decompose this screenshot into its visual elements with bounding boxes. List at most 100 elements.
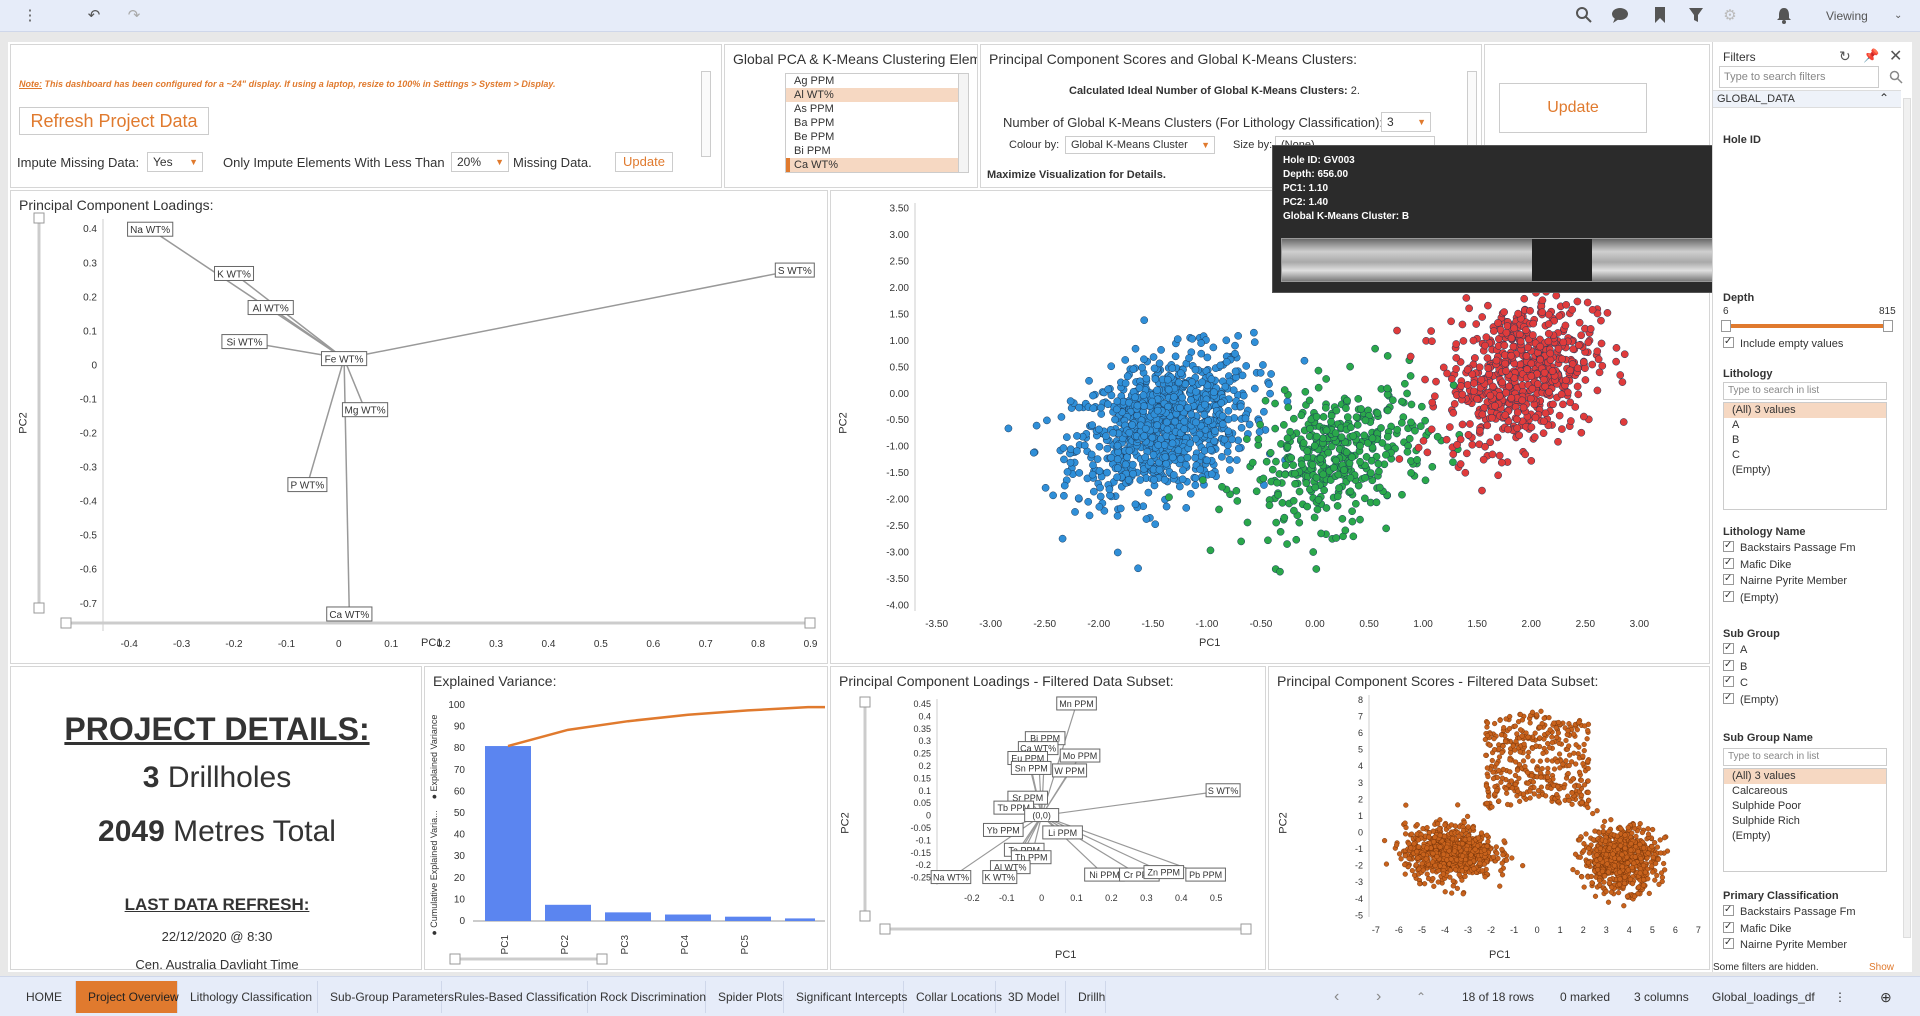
subset-score-point[interactable] — [1402, 853, 1408, 859]
score-point[interactable] — [1520, 294, 1529, 303]
score-point[interactable] — [1178, 475, 1187, 484]
subset-score-point[interactable] — [1507, 713, 1513, 720]
subset-score-point[interactable] — [1662, 867, 1668, 873]
score-point[interactable] — [1548, 367, 1557, 375]
score-point[interactable] — [1289, 461, 1297, 469]
score-point[interactable] — [1266, 389, 1274, 398]
score-point[interactable] — [1222, 358, 1231, 366]
x-zoom-handle[interactable] — [60, 617, 72, 629]
subset-score-point[interactable] — [1585, 727, 1591, 734]
subset-score-point[interactable] — [1479, 868, 1485, 874]
score-point[interactable] — [1527, 372, 1536, 381]
filter-list-item[interactable]: Sulphide Rich — [1732, 815, 1800, 827]
loading-label[interactable]: Fe WT% — [320, 351, 368, 367]
score-point[interactable] — [1274, 491, 1282, 499]
x-zoom-handle[interactable] — [449, 953, 461, 965]
page-tab[interactable]: Drillh — [1066, 981, 1106, 1013]
subset-score-point[interactable] — [1539, 766, 1545, 772]
score-point[interactable] — [1468, 440, 1477, 449]
score-point[interactable] — [1540, 417, 1548, 426]
subset-score-point[interactable] — [1659, 878, 1665, 885]
subset-score-point[interactable] — [1472, 846, 1478, 852]
score-point[interactable] — [1574, 341, 1583, 350]
subset-score-point[interactable] — [1416, 844, 1422, 850]
subset-score-point[interactable] — [1484, 720, 1491, 726]
subset-score-point[interactable] — [1576, 719, 1582, 725]
subset-score-point[interactable] — [1517, 749, 1523, 755]
subset-score-point[interactable] — [1586, 797, 1592, 803]
score-point[interactable] — [1259, 474, 1268, 483]
colour-by-dropdown[interactable]: Global K-Means Cluster ▼ — [1065, 136, 1215, 154]
score-point[interactable] — [1449, 409, 1458, 417]
score-point[interactable] — [1292, 535, 1301, 544]
subset-score-point[interactable] — [1500, 743, 1506, 749]
variance-bar[interactable] — [605, 912, 651, 921]
subset-score-point[interactable] — [1431, 883, 1437, 889]
subset-score-point[interactable] — [1435, 879, 1441, 885]
score-point[interactable] — [1583, 298, 1592, 307]
subset-score-point[interactable] — [1597, 845, 1603, 852]
score-point[interactable] — [1598, 361, 1607, 370]
score-point[interactable] — [1346, 487, 1355, 496]
score-point[interactable] — [1140, 432, 1149, 440]
score-point[interactable] — [1383, 352, 1392, 360]
scrollbar[interactable] — [701, 71, 711, 157]
score-point[interactable] — [1312, 473, 1321, 482]
score-point[interactable] — [1260, 407, 1268, 416]
score-point[interactable] — [1171, 417, 1179, 426]
score-point[interactable] — [1581, 376, 1590, 384]
score-point[interactable] — [1574, 390, 1583, 399]
subset-score-point[interactable] — [1532, 730, 1538, 736]
subset-score-point[interactable] — [1450, 878, 1456, 884]
subset-score-point[interactable] — [1533, 743, 1539, 749]
score-point[interactable] — [1393, 425, 1402, 434]
subset-score-point[interactable] — [1503, 738, 1509, 744]
score-point[interactable] — [1471, 354, 1479, 362]
subset-score-point[interactable] — [1539, 720, 1545, 727]
filter-icon[interactable] — [1686, 6, 1706, 26]
subset-score-point[interactable] — [1628, 841, 1634, 847]
score-point[interactable] — [1449, 458, 1457, 467]
score-point[interactable] — [1113, 512, 1122, 520]
score-point[interactable] — [1452, 365, 1460, 373]
subset-score-point[interactable] — [1444, 857, 1450, 863]
score-point[interactable] — [1588, 305, 1597, 314]
subset-score-point[interactable] — [1442, 889, 1448, 895]
loadings-chart[interactable]: -0.4 -0.3 -0.2 -0.1 0 0.1 0.2 0.3 0.4 0.5 0.6 0.7 0.… — [11, 191, 828, 664]
subset-score-point[interactable] — [1551, 766, 1558, 772]
page-tab[interactable]: Sub-Group Parameters — [318, 981, 454, 1013]
score-point[interactable] — [1530, 433, 1539, 441]
score-point[interactable] — [1080, 441, 1089, 450]
score-point[interactable] — [1141, 424, 1150, 433]
score-point[interactable] — [1473, 395, 1482, 403]
score-point[interactable] — [1256, 369, 1265, 377]
score-point[interactable] — [1168, 364, 1177, 373]
subset-score-point[interactable] — [1452, 848, 1458, 854]
subset-score-point[interactable] — [1442, 822, 1448, 828]
subset-score-point[interactable] — [1628, 847, 1634, 853]
score-point[interactable] — [1305, 396, 1314, 405]
score-point[interactable] — [1284, 403, 1293, 412]
subset-score-point[interactable] — [1635, 848, 1641, 855]
score-point[interactable] — [1463, 381, 1472, 389]
subset-score-point[interactable] — [1519, 733, 1525, 739]
subset-score-point[interactable] — [1526, 749, 1532, 755]
score-point[interactable] — [1041, 483, 1050, 492]
score-point[interactable] — [1566, 398, 1575, 407]
score-point[interactable] — [1075, 469, 1084, 477]
score-point[interactable] — [1029, 448, 1038, 457]
score-point[interactable] — [1084, 497, 1093, 506]
score-point[interactable] — [1173, 335, 1182, 343]
subset-score-point[interactable] — [1454, 885, 1461, 891]
score-point[interactable] — [1150, 364, 1159, 373]
score-point[interactable] — [1492, 356, 1501, 365]
score-point[interactable] — [1597, 316, 1605, 325]
score-point[interactable] — [1332, 534, 1341, 542]
subset-score-point[interactable] — [1596, 877, 1603, 884]
subset-score-point[interactable] — [1465, 824, 1471, 830]
score-point[interactable] — [1160, 476, 1169, 484]
subset-score-point[interactable] — [1403, 802, 1409, 808]
subset-score-point[interactable] — [1484, 765, 1490, 771]
subset-score-point[interactable] — [1581, 741, 1587, 748]
score-point[interactable] — [1322, 375, 1330, 383]
